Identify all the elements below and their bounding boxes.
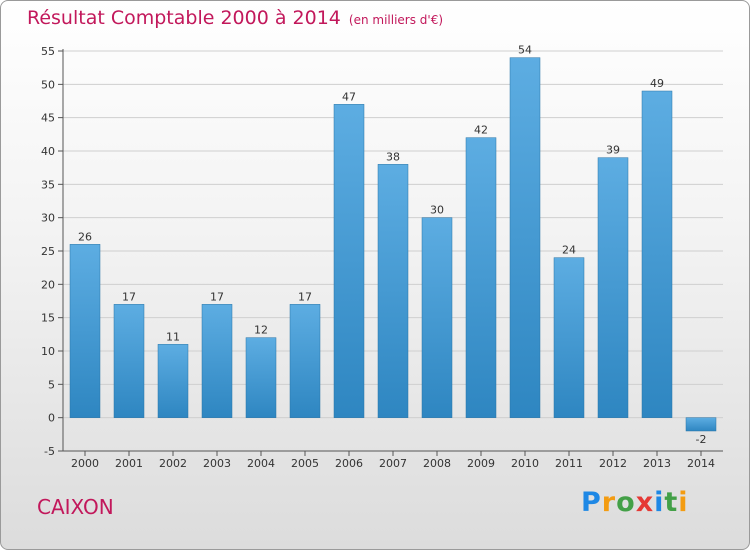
x-tick-label-2014: 2014 [687, 457, 715, 470]
y-tick-label: 40 [41, 145, 55, 158]
bar-2013 [641, 90, 673, 418]
bar-2008 [421, 217, 453, 418]
y-tick-label: 15 [41, 312, 55, 325]
bar-2006 [333, 104, 365, 418]
logo-letter: i [654, 487, 665, 518]
chart-title: Résultat Comptable 2000 à 2014 (en millie… [27, 7, 443, 29]
place-name: CAIXON [37, 495, 114, 519]
x-tick-label-2012: 2012 [599, 457, 627, 470]
bar-2014 [685, 417, 717, 432]
chart-title-text: Résultat Comptable 2000 à 2014 [27, 7, 341, 29]
bar-2003 [201, 304, 233, 418]
x-tick-label-2007: 2007 [379, 457, 407, 470]
bar-2002 [157, 344, 189, 418]
value-label-2006: 47 [342, 90, 356, 103]
logo-letter: P [581, 487, 602, 518]
x-tick-label-2006: 2006 [335, 457, 363, 470]
x-tick-label-2013: 2013 [643, 457, 671, 470]
y-tick-label: 10 [41, 345, 55, 358]
bar-2007 [377, 164, 409, 418]
bar-2000 [69, 244, 101, 418]
y-tick-label: 45 [41, 112, 55, 125]
y-tick-label: 20 [41, 278, 55, 291]
x-tick-label-2011: 2011 [555, 457, 583, 470]
value-label-2011: 24 [562, 244, 576, 257]
x-tick-label-2002: 2002 [159, 457, 187, 470]
x-tick-label-2010: 2010 [511, 457, 539, 470]
value-label-2012: 39 [606, 144, 620, 157]
y-tick-label: 30 [41, 212, 55, 225]
logo-letter: t [664, 487, 679, 518]
x-tick-label-2003: 2003 [203, 457, 231, 470]
x-tick-label-2008: 2008 [423, 457, 451, 470]
value-label-2001: 17 [122, 290, 136, 303]
y-tick-label: 50 [41, 78, 55, 91]
bar-2001 [113, 304, 145, 418]
bar-2005 [289, 304, 321, 418]
logo-letter: r [601, 487, 617, 518]
bar-2010 [509, 57, 541, 418]
x-tick-label-2001: 2001 [115, 457, 143, 470]
x-tick-label-2009: 2009 [467, 457, 495, 470]
value-label-2010: 54 [518, 44, 532, 57]
value-label-2013: 49 [650, 77, 664, 90]
y-tick-label: 0 [48, 412, 55, 425]
value-label-2003: 17 [210, 290, 224, 303]
x-tick-label-2004: 2004 [247, 457, 275, 470]
logo-letter: i [678, 487, 689, 518]
value-label-2002: 11 [166, 330, 180, 343]
y-tick-label: -5 [44, 445, 55, 458]
chart-unit: (en milliers d'€) [348, 13, 444, 27]
logo-letter: o [616, 487, 636, 518]
value-label-2009: 42 [474, 124, 488, 137]
value-label-2000: 26 [78, 230, 92, 243]
value-label-2004: 12 [254, 324, 268, 337]
bar-2011 [553, 257, 585, 418]
bar-2009 [465, 137, 497, 418]
x-tick-label-2005: 2005 [291, 457, 319, 470]
bar-2004 [245, 337, 277, 418]
proxiti-logo: Proxiti [581, 487, 689, 518]
bar-2012 [597, 157, 629, 418]
logo-letter: x [635, 487, 655, 518]
y-tick-label: 55 [41, 45, 55, 58]
value-label-2007: 38 [386, 150, 400, 163]
y-tick-label: 5 [48, 378, 55, 391]
y-tick-label: 35 [41, 178, 55, 191]
value-label-2014: -2 [696, 433, 707, 446]
x-tick-label-2000: 2000 [71, 457, 99, 470]
y-tick-label: 25 [41, 245, 55, 258]
value-label-2005: 17 [298, 290, 312, 303]
value-label-2008: 30 [430, 204, 444, 217]
